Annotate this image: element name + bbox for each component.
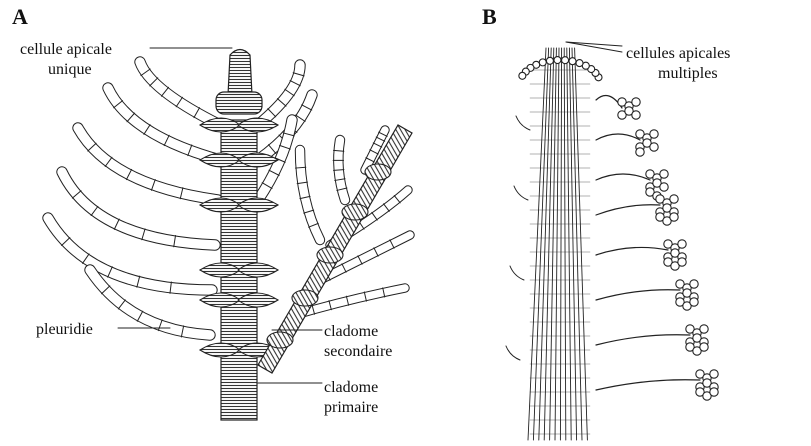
panel-a: A cellule apicale unique pleuridie clado… <box>12 4 415 421</box>
side-branch <box>595 94 641 120</box>
side-branch <box>595 239 687 271</box>
side-branch <box>595 369 719 401</box>
pleuridie-branch <box>360 125 390 175</box>
pleuridie-branch <box>294 144 326 246</box>
apical-cell-shape <box>227 48 253 96</box>
pleuridie-branch <box>56 166 221 251</box>
pleuridie-branch <box>72 122 224 206</box>
primary-cladome-axis <box>198 48 280 421</box>
label-primary-cladome-line2: primaire <box>324 399 378 416</box>
label-apical-cell-line1: cellule apicale <box>20 41 112 58</box>
label-secondary-cladome-line2: secondaire <box>324 343 392 360</box>
multiaxial-filaments <box>527 47 591 441</box>
label-secondary-cladome-line1: cladome <box>324 323 378 340</box>
side-branch <box>595 279 699 311</box>
side-branch <box>595 324 709 356</box>
side-branch <box>595 129 659 157</box>
panel-b-side-branches <box>505 55 719 401</box>
pleuridie-branch <box>42 212 218 296</box>
panel-b: B cellules apicales multiples <box>482 4 730 441</box>
panel-b-letter: B <box>482 4 497 29</box>
pleuridie-branch <box>84 264 216 341</box>
label-primary-cladome-line1: cladome <box>324 379 378 396</box>
side-branch <box>595 169 669 201</box>
label-pleuridie: pleuridie <box>36 321 93 338</box>
panel-a-letter: A <box>12 4 28 29</box>
pleuridie-branch <box>332 134 351 206</box>
label-apical-cells-line1: cellules apicales <box>626 45 730 62</box>
pleuridie-branch <box>134 56 226 131</box>
label-apical-cell-line2: unique <box>48 61 92 78</box>
label-apical-cells-line2: multiples <box>658 65 718 82</box>
secondary-cladome-axis <box>257 124 413 374</box>
pleuridie-branch <box>102 82 226 166</box>
pleuridie-branch <box>252 114 298 206</box>
side-branch <box>595 194 679 226</box>
